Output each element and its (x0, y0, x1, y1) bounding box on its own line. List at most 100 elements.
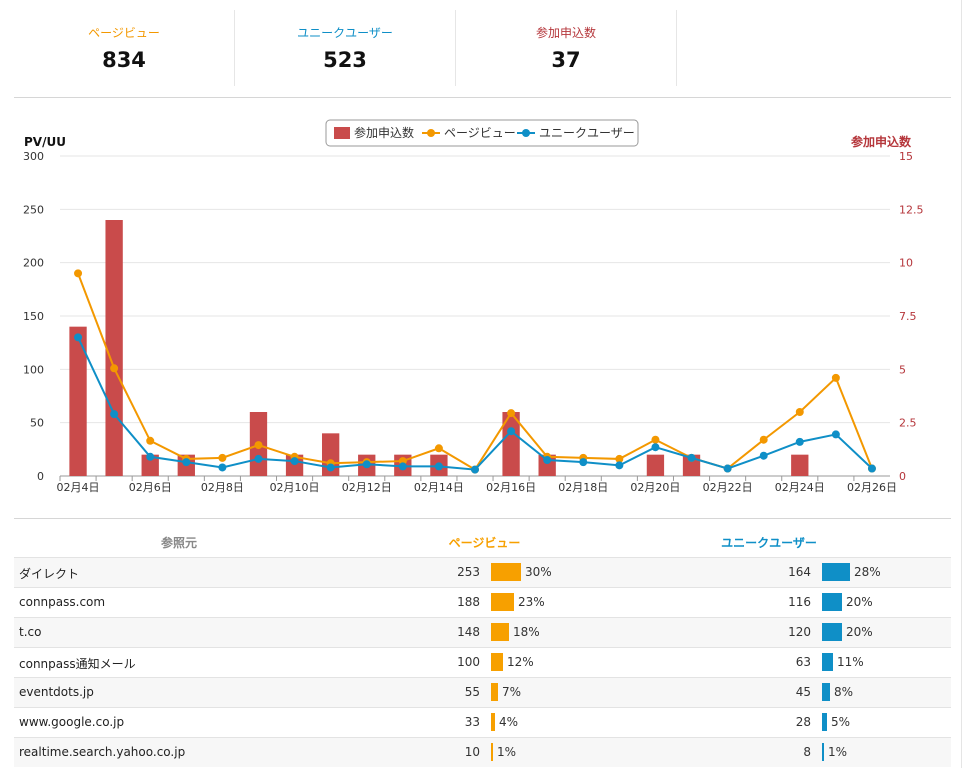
pageview-share-bar (491, 713, 495, 731)
left-tick-label: 300 (23, 150, 44, 163)
referrer-name: realtime.search.yahoo.co.jp (19, 745, 186, 759)
x-tick-label: 02月6日 (129, 481, 172, 494)
right-tick-label: 15 (899, 150, 913, 163)
x-tick-label: 02月18日 (558, 481, 608, 494)
left-tick-label: 50 (30, 417, 44, 430)
pageview-share-bar (491, 593, 514, 611)
table-row: connpass通知メール 100 12% 63 11% (14, 647, 951, 677)
pageview-point (759, 435, 768, 444)
unique-user-point (759, 451, 768, 460)
pageview-count: 253 (457, 565, 480, 579)
unique-user-point (579, 458, 588, 467)
table-row: ダイレクト 253 30% 164 28% (14, 557, 951, 587)
pageview-share: 7% (502, 685, 522, 699)
traffic-chart: 0 50 100 150 200 250 300 0 2.5 5 7.5 10 12.5 15 PV/UU 参… (23, 119, 924, 494)
unique-user-share: 28% (854, 565, 881, 579)
table-row: www.google.co.jp 33 4% 28 5% (14, 707, 951, 737)
stat-pageviews: ページビュー 834 (14, 10, 235, 86)
pageview-count: 55 (464, 685, 480, 699)
unique-user-point (362, 460, 371, 469)
unique-user-point (831, 430, 840, 439)
unique-user-point (507, 427, 516, 436)
pageview-count: 33 (464, 715, 480, 729)
stat-label: ページビュー (88, 26, 160, 40)
registration-bar (502, 412, 520, 476)
unique-user-share: 20% (846, 595, 873, 609)
legend-marker-unique-users (522, 129, 530, 137)
header-unique-users: ユニークユーザー (721, 536, 817, 550)
pageview-share: 30% (525, 565, 552, 579)
pageview-count: 10 (464, 745, 480, 759)
pageview-share: 1% (497, 745, 517, 759)
table-row: eventdots.jp 55 7% 45 8% (14, 677, 951, 707)
unique-user-point (723, 464, 732, 473)
pageview-share: 18% (513, 625, 540, 639)
table-row: connpass.com 188 23% 116 20% (14, 587, 951, 617)
table-row: t.co 148 18% 120 20% (14, 617, 951, 647)
x-tick-label: 02月14日 (414, 481, 464, 494)
x-tick-label: 02月16日 (486, 481, 536, 494)
pageview-line (77, 272, 873, 471)
referrer-name: connpass通知メール (19, 657, 136, 671)
pageview-point (651, 435, 660, 444)
unique-user-point (471, 465, 479, 474)
registration-bar (141, 454, 159, 476)
x-tick-label: 02月26日 (847, 481, 897, 494)
unique-user-count: 45 (795, 685, 811, 699)
pageview-share-bar (491, 683, 498, 701)
unique-user-share: 11% (837, 655, 864, 669)
unique-user-point (182, 458, 191, 467)
left-tick-label: 150 (23, 310, 44, 323)
unique-user-count: 63 (795, 655, 811, 669)
summary-stats: ページビュー 834 ユニークユーザー 523 参加申込数 37 (14, 10, 677, 86)
unique-user-point (651, 443, 660, 452)
legend-label: ページビュー (444, 126, 516, 140)
right-tick-label: 10 (899, 257, 913, 270)
pageview-count: 100 (457, 655, 480, 669)
registration-bar (321, 433, 340, 476)
unique-user-point (795, 437, 804, 446)
pageview-count: 148 (457, 625, 480, 639)
registration-bar (646, 454, 665, 476)
table-body: ダイレクト 253 30% 164 28% connpass.com 188 23% 116 20… (14, 557, 951, 767)
stat-registrations: 参加申込数 37 (456, 10, 677, 86)
unique-user-point (110, 410, 119, 419)
unique-user-point (434, 462, 443, 471)
stat-value: 37 (551, 48, 581, 72)
pageview-share-bar (491, 623, 509, 641)
right-tick-label: 0 (899, 470, 906, 483)
unique-user-share-bar (822, 653, 833, 671)
unique-user-count: 116 (788, 595, 811, 609)
pageview-point (795, 408, 804, 416)
unique-user-line (77, 336, 873, 471)
right-tick-label: 5 (899, 363, 906, 376)
left-tick-label: 200 (23, 257, 44, 270)
stat-label: 参加申込数 (535, 26, 596, 40)
pageview-point (146, 436, 155, 445)
x-tick-label: 02月10日 (270, 481, 320, 494)
unique-user-count: 120 (788, 625, 811, 639)
table-header: 参照元 ページビュー ユニークユーザー (14, 528, 951, 557)
unique-user-point (326, 463, 335, 472)
legend-marker-pageviews (427, 129, 435, 137)
stat-unique-users: ユニークユーザー 523 (235, 10, 456, 86)
unique-user-share-bar (822, 683, 830, 701)
unique-user-point (615, 461, 624, 470)
unique-user-point (254, 454, 263, 463)
unique-user-share: 1% (828, 745, 848, 759)
pageview-point (254, 441, 263, 450)
unique-user-share: 20% (846, 625, 873, 639)
stat-label: ユニークユーザー (297, 26, 393, 40)
x-tick-label: 02月12日 (342, 481, 392, 494)
unique-user-point (146, 452, 155, 461)
report-frame (10, 0, 962, 768)
x-tick-label: 02月8日 (201, 481, 244, 494)
pageview-point (615, 454, 624, 463)
legend-swatch-registrations (334, 127, 350, 139)
right-tick-label: 12.5 (899, 203, 924, 216)
x-tick-label: 02月4日 (57, 481, 100, 494)
pageview-share-bar (491, 653, 503, 671)
legend-label: ユニークユーザー (539, 126, 635, 140)
left-axis-label: PV/UU (24, 135, 66, 149)
pageview-point (831, 373, 840, 382)
